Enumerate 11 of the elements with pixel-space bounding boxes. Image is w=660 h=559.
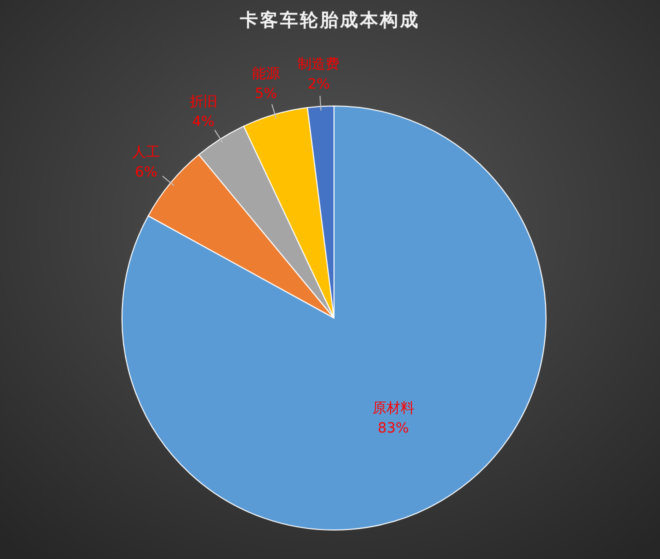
slice-label: 制造费 [298, 56, 340, 73]
chart-title: 卡客车轮胎成本构成 [239, 10, 420, 31]
data-label: 4% [192, 114, 214, 130]
data-label: 5% [254, 86, 278, 102]
slice-label: 人工 [132, 144, 160, 161]
data-label: 6% [135, 164, 158, 181]
data-label: 83% [378, 420, 409, 436]
data-label: 2% [308, 76, 330, 93]
slice-label: 能源 [252, 66, 280, 82]
slice-label: 原材料 [372, 400, 414, 416]
slice-label: 折旧 [189, 94, 218, 110]
